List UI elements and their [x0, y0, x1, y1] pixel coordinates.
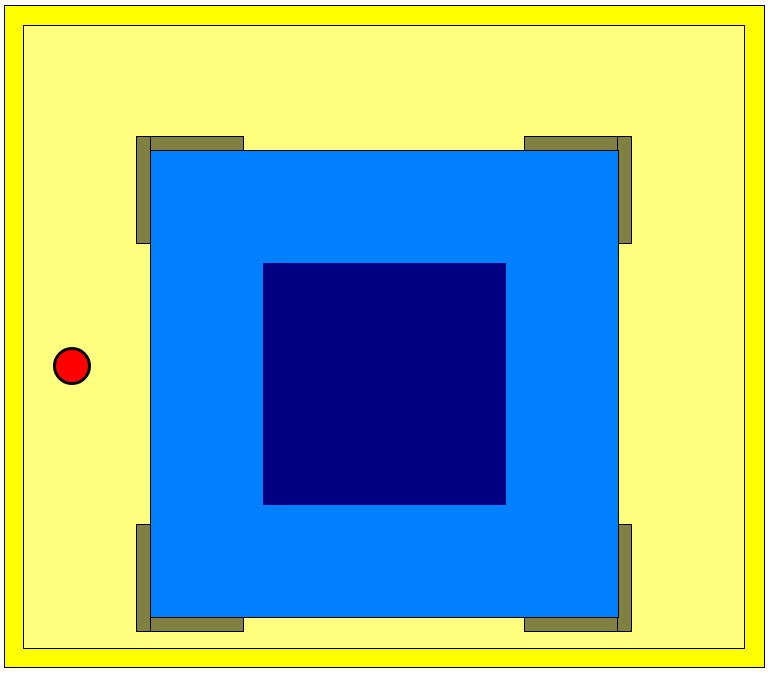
- corner-bracket-bottom-left-vertical: [136, 524, 151, 632]
- corner-bracket-bottom-right-horizontal: [524, 617, 632, 632]
- corner-bracket-bottom-left-horizontal: [136, 617, 244, 632]
- pool-inner: [263, 263, 506, 505]
- corner-bracket-bottom-right-vertical: [617, 524, 632, 632]
- red-circle-token-icon[interactable]: [53, 347, 91, 385]
- corner-bracket-top-left-vertical: [136, 136, 151, 244]
- corner-bracket-top-left-horizontal: [136, 136, 244, 151]
- corner-bracket-top-right-horizontal: [524, 136, 632, 151]
- corner-bracket-top-right-vertical: [617, 136, 632, 244]
